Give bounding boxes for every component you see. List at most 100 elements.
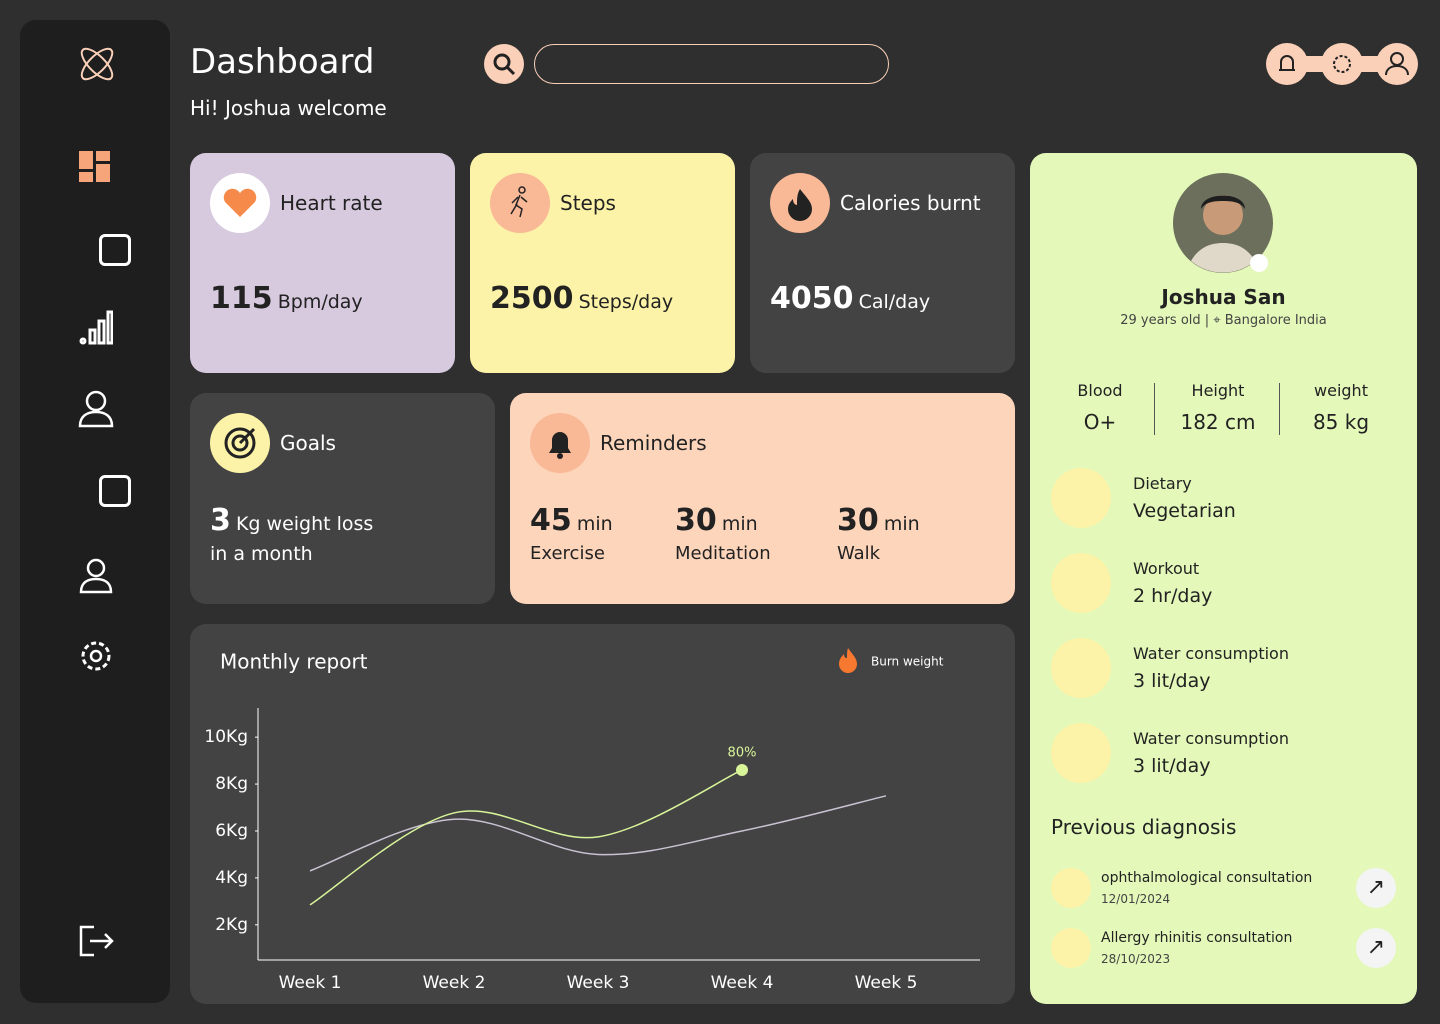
profile-location: Bangalore India bbox=[1224, 313, 1327, 328]
profile-name: Joshua San bbox=[1161, 285, 1286, 309]
card-label: Calories burnt bbox=[840, 191, 981, 215]
calories-card: Calories burnt 4050 Cal/day bbox=[750, 153, 1015, 373]
goals-card: Goals 3 Kg weight loss in a month bbox=[190, 393, 495, 604]
reminder-value: 30 bbox=[837, 503, 879, 538]
reminder-unit: min bbox=[721, 513, 758, 535]
open-diagnosis[interactable]: ↗ bbox=[1356, 928, 1396, 968]
x-tick-label: Week 3 bbox=[567, 973, 630, 993]
stat-value: O+ bbox=[1083, 410, 1117, 434]
reminder-label: Exercise bbox=[530, 543, 605, 564]
stat-label: Height bbox=[1191, 381, 1245, 400]
y-tick-label: 6Kg bbox=[215, 821, 248, 841]
reminder: 45 min bbox=[530, 503, 613, 538]
diagnosis-title: Previous diagnosis bbox=[1051, 815, 1237, 839]
search-input[interactable] bbox=[534, 44, 889, 84]
profile-age: 29 years old bbox=[1120, 313, 1201, 328]
card-value: 115 bbox=[210, 281, 273, 316]
y-tick-label: 4Kg bbox=[215, 868, 248, 888]
detail-value: 2 hr/day bbox=[1133, 585, 1213, 607]
profile-card: Joshua San 29 years old | ⌖ Bangalore In… bbox=[1030, 153, 1417, 1004]
series-line bbox=[309, 795, 887, 872]
goal-note: in a month bbox=[210, 543, 313, 565]
detail-label: Water consumption bbox=[1133, 644, 1289, 663]
avatar bbox=[1173, 173, 1273, 273]
nav-stats[interactable] bbox=[79, 310, 113, 346]
top-actions bbox=[1266, 43, 1418, 85]
diagnosis-icon bbox=[1051, 868, 1091, 908]
stat-value: 85 kg bbox=[1312, 410, 1370, 434]
card-unit: Steps/day bbox=[578, 291, 674, 313]
stat-label: weight bbox=[1314, 381, 1368, 400]
stat-value: 182 cm bbox=[1180, 410, 1256, 434]
diagnosis-title: Allergy rhinitis consultation bbox=[1101, 930, 1293, 946]
reminder-label: Meditation bbox=[675, 543, 771, 564]
search-button[interactable] bbox=[484, 44, 524, 84]
detail-icon bbox=[1051, 553, 1111, 613]
notifications[interactable] bbox=[1266, 43, 1308, 85]
detail-value: Vegetarian bbox=[1133, 500, 1236, 522]
highlight-point bbox=[736, 763, 748, 776]
nav-dashboard[interactable] bbox=[79, 151, 111, 183]
detail-label: Water consumption bbox=[1133, 729, 1289, 748]
diagnosis-date: 12/01/2024 bbox=[1101, 892, 1171, 906]
card-label: Reminders bbox=[600, 431, 707, 455]
detail-icon bbox=[1051, 723, 1111, 783]
reminder: 30 min bbox=[675, 503, 758, 538]
x-tick-label: Week 5 bbox=[855, 973, 918, 993]
legend-label: Burn weight bbox=[871, 655, 944, 669]
detail-label: Dietary bbox=[1133, 474, 1192, 493]
nav-support[interactable] bbox=[78, 556, 114, 594]
nav-profile[interactable] bbox=[78, 390, 114, 428]
nav-medical[interactable] bbox=[99, 234, 131, 266]
reminder-value: 30 bbox=[675, 503, 717, 538]
heart-icon bbox=[210, 173, 270, 233]
series-line bbox=[309, 769, 743, 906]
divider bbox=[1154, 383, 1155, 435]
goal-icon bbox=[210, 413, 270, 473]
reminder-unit: min bbox=[576, 513, 613, 535]
y-tick-label: 8Kg bbox=[215, 774, 248, 794]
steps-card: Steps 2500 Steps/day bbox=[470, 153, 735, 373]
flame-icon bbox=[770, 173, 830, 233]
bell-icon bbox=[530, 413, 590, 473]
goal-value: 3 bbox=[210, 503, 231, 538]
card-value: 4050 bbox=[770, 281, 854, 316]
legend-icon bbox=[839, 648, 857, 673]
heart-rate-card: Heart rate 115 Bpm/day bbox=[190, 153, 455, 373]
annotation: 80% bbox=[728, 745, 757, 760]
detail-icon bbox=[1051, 638, 1111, 698]
card-unit: Cal/day bbox=[858, 291, 931, 313]
page-title: Dashboard bbox=[190, 42, 375, 82]
nav-settings[interactable] bbox=[78, 638, 114, 674]
x-tick-label: Week 1 bbox=[279, 973, 342, 993]
open-diagnosis[interactable]: ↗ bbox=[1356, 868, 1396, 908]
greeting: Hi! Joshua welcome bbox=[190, 96, 387, 120]
sidebar bbox=[20, 20, 170, 1003]
divider bbox=[1279, 383, 1280, 435]
logout[interactable] bbox=[78, 925, 114, 957]
chart: Monthly report 2Kg 4Kg 6Kg 8Kg 10Kg Week 1 Wee… bbox=[204, 648, 980, 993]
card-unit: Bpm/day bbox=[277, 291, 363, 313]
steps-icon bbox=[490, 173, 550, 233]
chart-card: Monthly report 2Kg 4Kg 6Kg 8Kg 10Kg Week 1 Wee… bbox=[190, 624, 1015, 1004]
x-tick-label: Week 2 bbox=[423, 973, 486, 993]
card-value: 2500 bbox=[490, 281, 574, 316]
reminder-value: 45 bbox=[530, 503, 572, 538]
goal-text: Kg weight loss bbox=[235, 513, 374, 535]
card-label: Goals bbox=[280, 431, 336, 455]
logo bbox=[80, 47, 114, 81]
card-label: Steps bbox=[560, 191, 616, 215]
diagnosis-date: 28/10/2023 bbox=[1101, 952, 1171, 966]
detail-label: Workout bbox=[1133, 559, 1200, 578]
detail-value: 3 lit/day bbox=[1133, 670, 1211, 692]
detail-value: 3 lit/day bbox=[1133, 755, 1211, 777]
stat-label: Blood bbox=[1077, 381, 1123, 400]
reminder-unit: min bbox=[883, 513, 920, 535]
diagnosis-icon bbox=[1051, 928, 1091, 968]
diagnosis-title: ophthalmological consultation bbox=[1101, 870, 1313, 886]
y-tick-label: 10Kg bbox=[204, 727, 248, 747]
nav-records[interactable] bbox=[99, 475, 131, 507]
chart-title: Monthly report bbox=[220, 650, 368, 674]
settings[interactable] bbox=[1321, 43, 1363, 85]
